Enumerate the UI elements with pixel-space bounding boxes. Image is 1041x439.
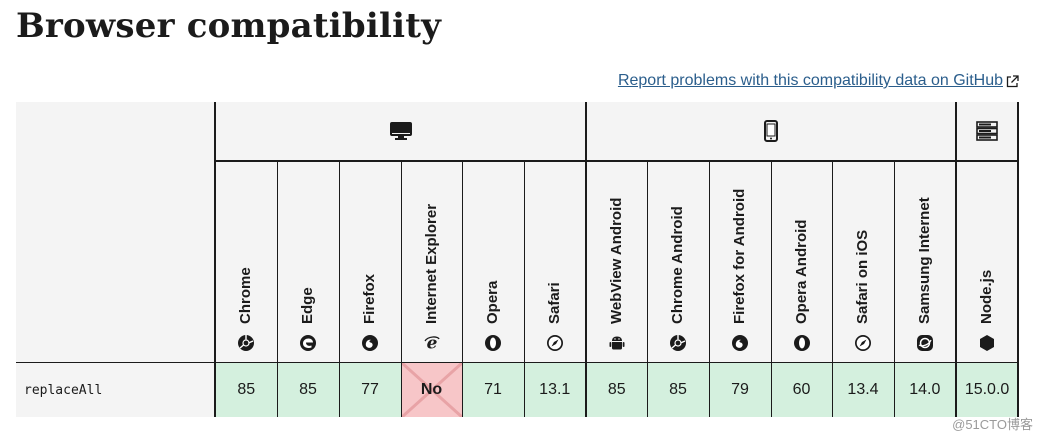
watermark: @51CTO博客: [952, 417, 1033, 432]
server-icon: [976, 121, 998, 141]
browser-name: WebView Android: [607, 197, 625, 324]
support-cell-supported[interactable]: 60: [771, 362, 833, 417]
support-cell-supported[interactable]: 14.0: [894, 362, 958, 417]
browser-column-header: Firefox: [339, 161, 402, 363]
opera-icon: [793, 334, 811, 352]
support-cell-supported[interactable]: 85: [277, 362, 340, 417]
platform-desktop: [215, 102, 587, 162]
android-icon: [608, 334, 626, 352]
browser-name: Edge: [299, 287, 316, 324]
browser-name: Safari on iOS: [854, 229, 871, 324]
platform-server: [956, 102, 1020, 162]
browser-header-row: Chrome Edge Firefox Internet Explorer e Opera…: [16, 161, 1020, 363]
support-version: 60: [792, 381, 811, 398]
browser-name: Chrome Android: [669, 206, 686, 324]
platform-mobile: [586, 102, 958, 162]
browser-name: Opera Android: [792, 219, 810, 324]
support-cell-supported[interactable]: 85: [647, 362, 710, 417]
browser-name: Samsung Internet: [915, 197, 933, 324]
report-problems-link[interactable]: Report problems with this compatibility …: [618, 72, 1019, 90]
page-title: Browser compatibility: [16, 6, 442, 46]
support-version: 85: [669, 381, 687, 398]
browser-column-header: Opera: [462, 161, 525, 363]
browser-column-header: WebView Android: [586, 161, 648, 363]
support-cell-unsupported[interactable]: No: [401, 362, 463, 417]
support-version: 79: [731, 381, 749, 398]
browser-name: Internet Explorer: [422, 203, 440, 324]
support-version: 13.4: [847, 381, 879, 398]
browser-column-header: Internet Explorer e: [401, 161, 463, 363]
support-cell-supported[interactable]: 79: [709, 362, 772, 417]
support-cell-supported[interactable]: 85: [586, 362, 648, 417]
support-version: 14.0: [909, 381, 941, 398]
browser-column-header: Safari on iOS: [832, 161, 895, 363]
nodejs-icon: [978, 334, 996, 352]
support-version: 13.1: [539, 381, 571, 398]
browser-column-header: Node.js: [956, 161, 1020, 363]
browser-column-header: Firefox for Android: [709, 161, 772, 363]
mobile-icon: [764, 120, 779, 142]
safari-icon: [546, 334, 564, 352]
browser-column-header: Safari: [524, 161, 587, 363]
browser-name: Safari: [545, 282, 563, 324]
support-version: 71: [484, 381, 502, 398]
samsung-icon: [916, 334, 934, 352]
unsupported-cross-icon: [401, 363, 462, 417]
browser-name: Node.js: [978, 269, 996, 324]
browser-column-header: Opera Android: [771, 161, 833, 363]
support-cell-supported[interactable]: 15.0.0: [956, 362, 1020, 417]
browser-name: Chrome: [237, 267, 255, 324]
table-row: replaceAll 85 85 77 No 71 13.1 85 85 79 60 13.4 14.…: [16, 362, 1020, 417]
feature-name[interactable]: replaceAll: [16, 362, 216, 417]
support-cell-supported[interactable]: 77: [339, 362, 402, 417]
browser-name: Opera: [484, 280, 501, 324]
firefox-icon: [731, 334, 749, 352]
support-cell-supported[interactable]: 13.1: [524, 362, 587, 417]
browser-column-header: Chrome Android: [647, 161, 710, 363]
browser-name: Firefox: [361, 273, 378, 324]
support-version: 85: [299, 381, 317, 398]
table-corner: [16, 102, 216, 363]
report-link-label: Report problems with this compatibility …: [617, 72, 1003, 89]
support-cell-supported[interactable]: 85: [215, 362, 278, 417]
browser-column-header: Edge: [277, 161, 340, 363]
compat-table: Chrome Edge Firefox Internet Explorer e Opera…: [16, 102, 1020, 417]
platform-header-row: [16, 102, 1020, 363]
support-cell-supported[interactable]: 13.4: [832, 362, 895, 417]
support-version: 77: [361, 381, 379, 398]
safari-icon: [854, 334, 872, 352]
edge-icon: [299, 334, 317, 352]
browser-name: Firefox for Android: [731, 188, 748, 324]
chrome-icon: [237, 334, 255, 352]
firefox-icon: [361, 334, 379, 352]
external-link-icon: [1006, 74, 1019, 87]
support-version: 15.0.0: [964, 381, 1010, 398]
browser-column-header: Samsung Internet: [894, 161, 958, 363]
svg-text:e: e: [426, 334, 437, 352]
support-version: 85: [237, 381, 256, 398]
support-version: No: [420, 381, 443, 398]
support-version: 85: [607, 381, 626, 398]
desktop-icon: [389, 121, 412, 140]
support-cell-supported[interactable]: 71: [462, 362, 525, 417]
ie-icon: e: [423, 334, 441, 354]
browser-column-header: Chrome: [215, 161, 278, 363]
chrome-icon: [669, 334, 687, 352]
opera-icon: [484, 334, 502, 352]
